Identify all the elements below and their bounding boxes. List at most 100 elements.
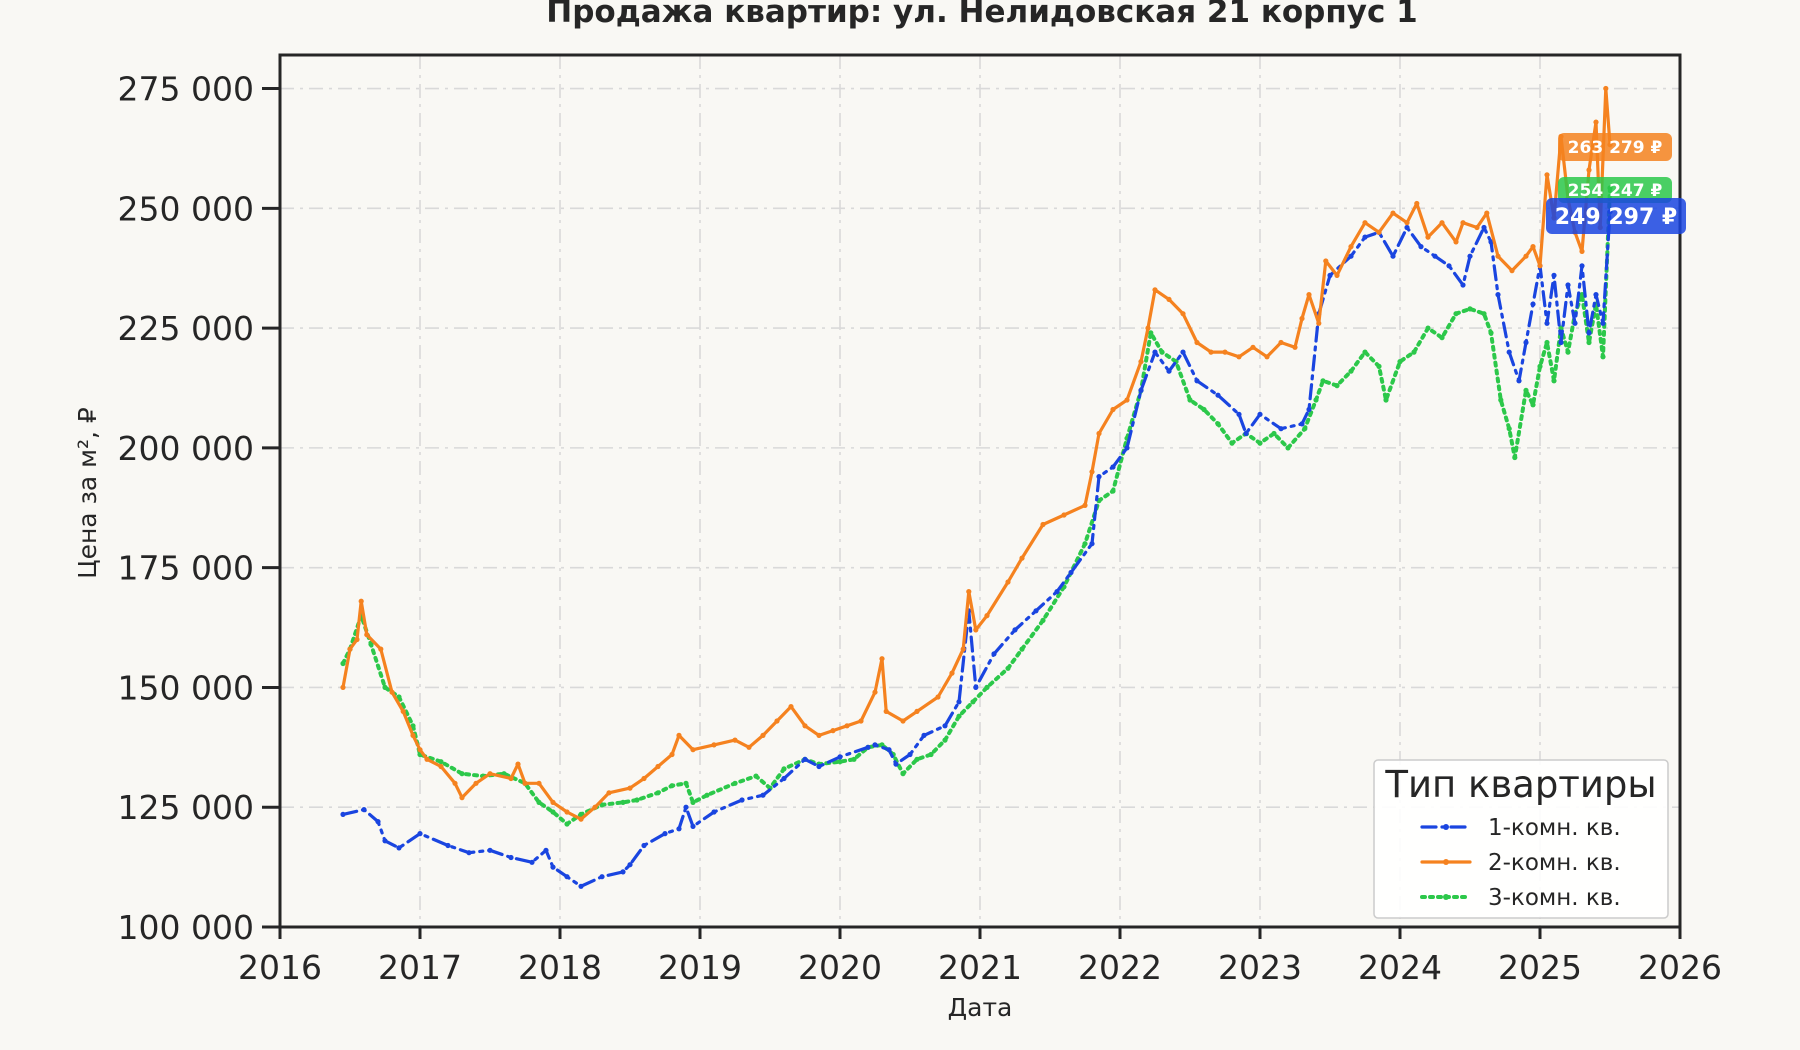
y-tick-label: 125 000 — [118, 788, 254, 827]
series-2-point — [1061, 512, 1067, 518]
series-2-point — [340, 684, 346, 691]
series-3-point — [690, 799, 696, 806]
y-tick-label: 275 000 — [118, 70, 254, 109]
series-2-point — [1124, 397, 1130, 403]
series-2-point — [690, 747, 696, 753]
series-2-point — [1082, 502, 1088, 508]
series-2-point — [515, 761, 521, 767]
series-3-point — [1537, 363, 1543, 369]
series-1-point — [1579, 263, 1585, 269]
y-tick-label: 100 000 — [118, 908, 254, 947]
series-1-point — [802, 756, 808, 762]
series-2-point — [935, 694, 941, 700]
legend-marker-1 — [1443, 824, 1449, 830]
series-1-point — [1495, 292, 1501, 298]
last-value-badge-1 — [1546, 198, 1686, 234]
legend-box — [1373, 759, 1669, 919]
series-2-point — [1096, 430, 1102, 437]
series-1-point — [1194, 378, 1200, 384]
series-2-point — [641, 775, 647, 782]
series-3-point — [732, 780, 738, 786]
x-tick-label: 2017 — [378, 948, 462, 987]
series-3-point — [1530, 402, 1536, 408]
series-2-point — [1194, 339, 1200, 346]
series-2-point — [872, 689, 878, 695]
series-2-point — [760, 732, 766, 739]
x-tick-label: 2018 — [518, 948, 602, 987]
series-1-point — [1033, 608, 1039, 614]
series-2-point — [1348, 244, 1354, 250]
series-2-point — [746, 744, 752, 750]
series-1-point — [662, 831, 668, 837]
series-2-point — [984, 613, 990, 619]
series-1-point — [1299, 421, 1305, 427]
series-3-point — [1383, 397, 1389, 403]
series-layer — [340, 85, 1613, 889]
series-1-point — [816, 763, 822, 770]
series-1-point — [1012, 627, 1018, 633]
series-3-point — [984, 684, 990, 691]
series-3-point — [1110, 488, 1116, 494]
series-1-point — [1481, 224, 1487, 231]
series-1-point — [1089, 541, 1095, 547]
series-3-point — [704, 792, 710, 798]
series-1-point — [1362, 234, 1368, 240]
series-1-point — [382, 838, 388, 844]
series-1-point — [907, 751, 913, 758]
series-3-point — [410, 723, 416, 729]
series-2-point — [1495, 253, 1501, 259]
series-1-point — [1446, 263, 1452, 269]
series-2-point — [669, 751, 675, 758]
series-2-point — [592, 804, 598, 810]
x-tick-label: 2023 — [1218, 948, 1302, 987]
series-1-point — [1460, 282, 1466, 288]
series-2-point — [522, 780, 528, 786]
series-2-point — [389, 689, 395, 695]
series-1-point — [1565, 282, 1571, 288]
series-3-point — [1201, 406, 1207, 413]
series-2-point — [830, 728, 836, 734]
series-2-point — [676, 732, 682, 739]
series-3-point — [837, 759, 843, 765]
series-1-point — [361, 807, 367, 813]
series-3-point — [1302, 426, 1308, 432]
series-3-point — [1285, 445, 1291, 451]
series-2-point — [1523, 253, 1529, 259]
x-tick-label: 2022 — [1078, 948, 1162, 987]
series-3-point — [1257, 440, 1263, 446]
series-1-point — [1516, 378, 1522, 384]
series-3-point — [900, 771, 906, 777]
series-3-point — [620, 799, 626, 806]
last-value-label-2: 263 279 ₽ — [1568, 138, 1663, 158]
series-2-point — [550, 799, 556, 806]
series-2-point — [1005, 579, 1011, 585]
series-3-point — [1362, 349, 1368, 355]
series-2-point — [1376, 229, 1382, 235]
series-2-point — [1390, 210, 1396, 216]
series-2-point — [1299, 315, 1305, 322]
series-1-point — [564, 874, 570, 880]
series-2-point — [711, 742, 717, 748]
x-tick-label: 2016 — [238, 948, 322, 987]
y-tick-label: 250 000 — [118, 189, 254, 228]
series-2-point — [1208, 349, 1214, 355]
series-3-point — [1586, 339, 1592, 346]
series-1-point — [1523, 339, 1529, 346]
series-2-point — [883, 708, 889, 715]
series-3-point — [340, 660, 346, 667]
x-tick-label: 2025 — [1498, 948, 1582, 987]
series-2-point — [564, 809, 570, 815]
series-1-point — [529, 859, 535, 865]
series-3-point — [1544, 339, 1550, 346]
series-2-point — [1292, 344, 1298, 350]
series-3-point — [1565, 349, 1571, 355]
series-2-point — [1110, 406, 1116, 413]
series-2-point — [1019, 555, 1025, 561]
series-2-point — [627, 785, 633, 791]
series-2-point — [410, 732, 416, 739]
series-2-point — [1250, 344, 1256, 350]
series-2-point — [1530, 244, 1536, 250]
series-3-point — [396, 694, 402, 700]
last-value-badge-2 — [1558, 133, 1672, 161]
series-2-point — [424, 756, 430, 762]
